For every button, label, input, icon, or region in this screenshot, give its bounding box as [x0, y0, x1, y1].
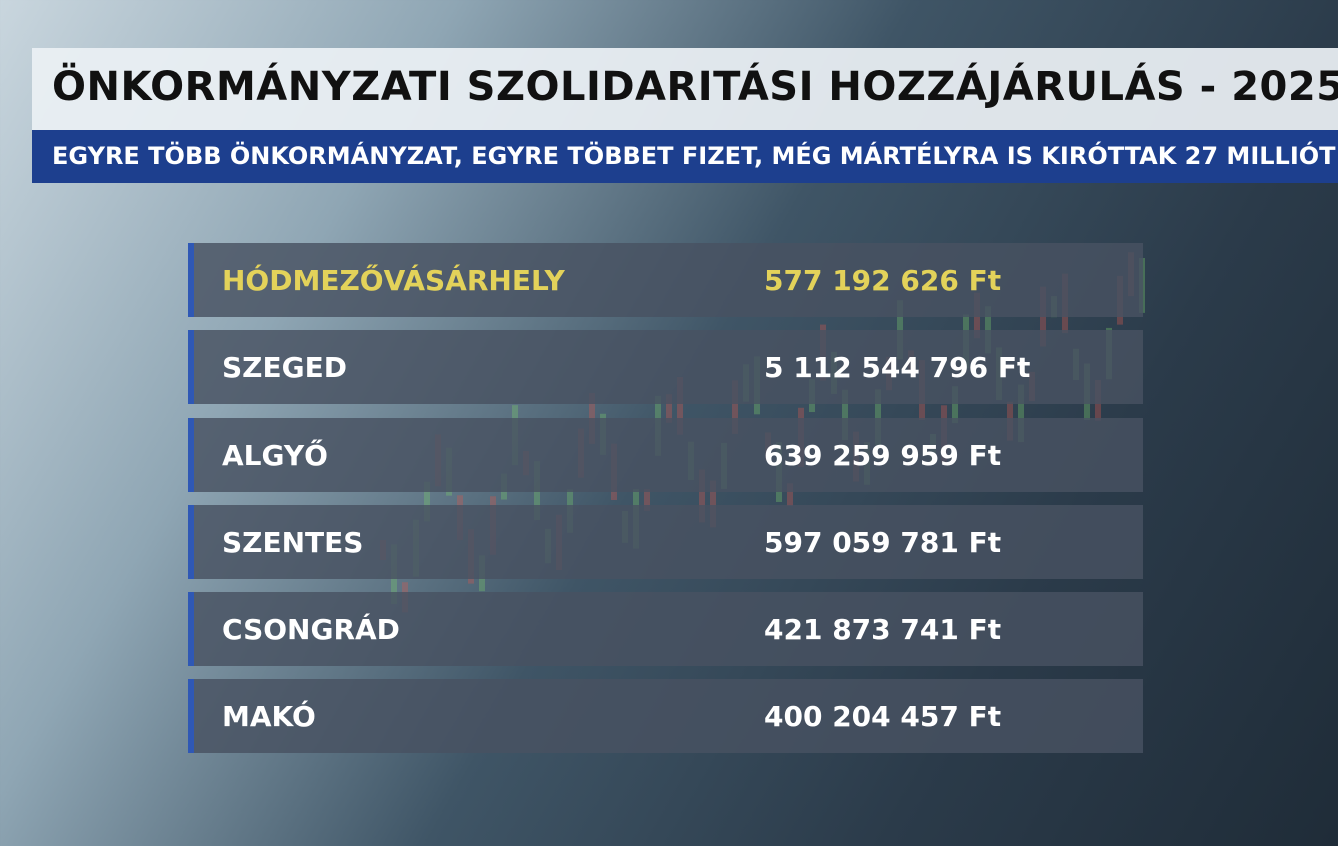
amount: 421 873 741 Ft: [764, 613, 1002, 646]
town-name: SZENTES: [222, 526, 364, 559]
title: ÖNKORMÁNYZATI SZOLIDARITÁSI HOZZÁJÁRULÁS…: [52, 64, 1338, 110]
town-name: ALGYŐ: [222, 439, 328, 472]
town-name: HÓDMEZŐVÁSÁRHELY: [222, 264, 565, 297]
background-candle: [842, 389, 848, 441]
table-row: ALGYŐ 639 259 959 Ft: [188, 418, 1143, 492]
background-candle: [699, 469, 705, 523]
table-row: SZEGED 5 112 544 796 Ft: [188, 330, 1143, 404]
background-candle: [677, 376, 683, 435]
amount: 597 059 781 Ft: [764, 526, 1002, 559]
table-row: CSONGRÁD 421 873 741 Ft: [188, 592, 1143, 666]
title-bar: ÖNKORMÁNYZATI SZOLIDARITÁSI HOZZÁJÁRULÁS…: [32, 48, 1338, 130]
background-candle: [666, 394, 672, 423]
town-name: MAKÓ: [222, 700, 316, 733]
background-candle: [985, 306, 991, 354]
background-candle: [424, 481, 430, 522]
background-candle: [787, 483, 793, 507]
background-candle: [952, 386, 958, 424]
background-candle: [1018, 384, 1024, 443]
amount: 639 259 959 Ft: [764, 439, 1002, 472]
table-row: SZENTES 597 059 781 Ft: [188, 505, 1143, 579]
amount: 577 192 626 Ft: [764, 264, 1002, 297]
subtitle-bar: EGYRE TÖBB ÖNKORMÁNYZAT, EGYRE TÖBBET FI…: [32, 130, 1338, 183]
table-row: HÓDMEZŐVÁSÁRHELY 577 192 626 Ft: [188, 243, 1143, 317]
background-candle: [897, 300, 903, 360]
background-candle: [644, 489, 650, 511]
table-row: MAKÓ 400 204 457 Ft: [188, 679, 1143, 753]
background-candle: [732, 380, 738, 434]
subtitle: EGYRE TÖBB ÖNKORMÁNYZAT, EGYRE TÖBBET FI…: [52, 142, 1336, 170]
town-name: SZEGED: [222, 351, 347, 384]
background-candle: [875, 389, 881, 446]
town-name: CSONGRÁD: [222, 613, 400, 646]
amount: 400 204 457 Ft: [764, 700, 1002, 733]
amount: 5 112 544 796 Ft: [764, 351, 1031, 384]
background-candle: [710, 480, 716, 528]
